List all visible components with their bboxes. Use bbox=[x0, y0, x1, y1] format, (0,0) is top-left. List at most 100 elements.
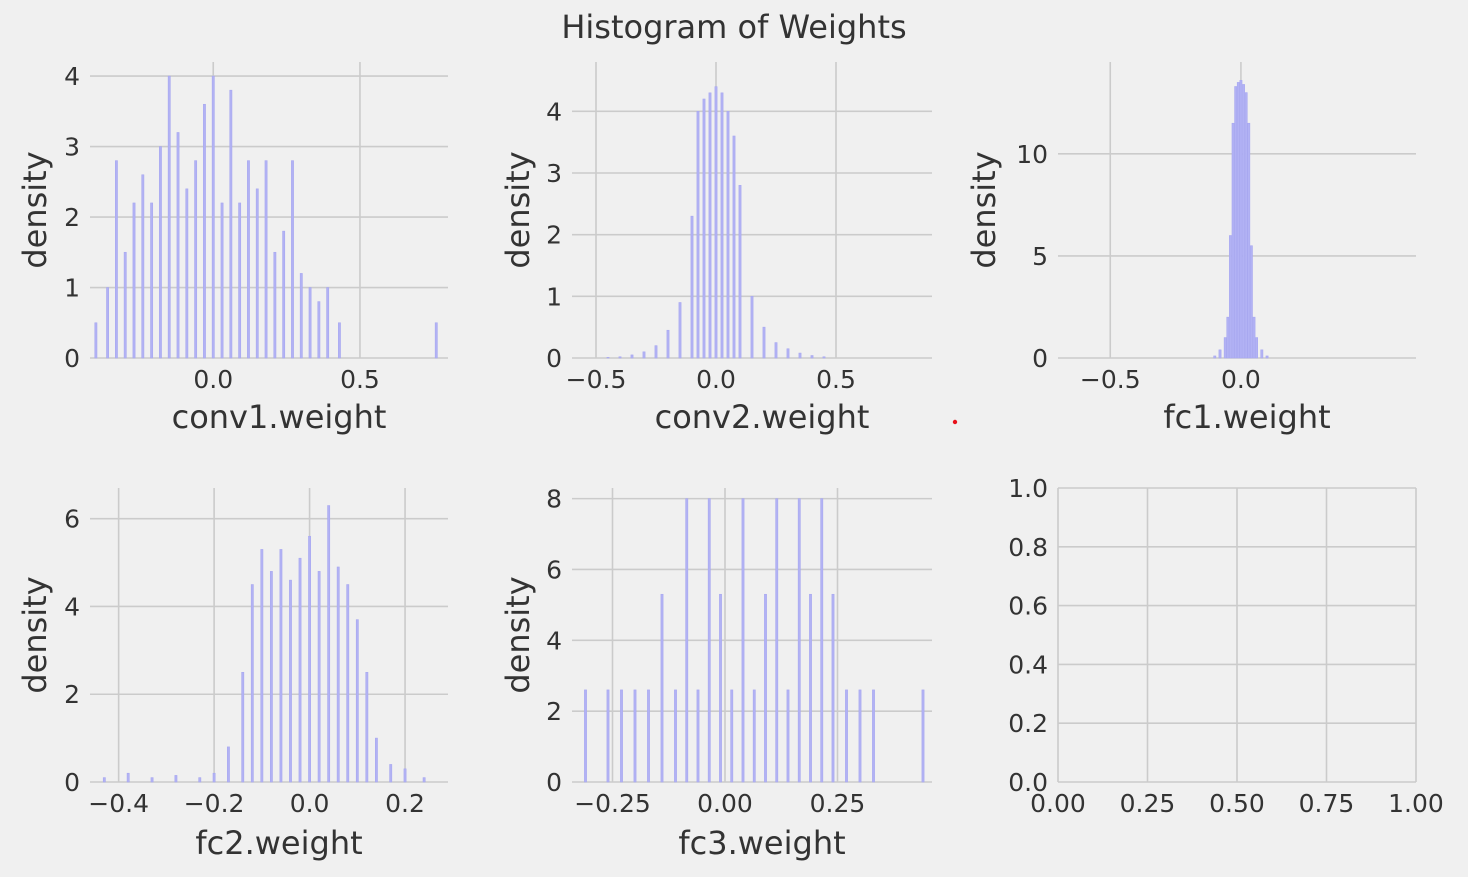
histogram-bar bbox=[346, 584, 350, 783]
y-tick-label: 1 bbox=[64, 274, 80, 303]
y-tick-label: 0 bbox=[64, 344, 80, 373]
x-tick-label: 0.0 bbox=[1221, 365, 1261, 394]
y-tick-label: 3 bbox=[546, 159, 562, 188]
histogram-bar bbox=[584, 689, 587, 783]
histogram-bar bbox=[752, 689, 756, 783]
x-tick-label: 0.25 bbox=[1120, 789, 1176, 818]
histogram-bar bbox=[365, 671, 369, 783]
histogram-bar bbox=[126, 772, 130, 783]
histogram-bar bbox=[291, 160, 294, 359]
histogram-bar bbox=[642, 351, 646, 359]
y-tick-label: 6 bbox=[546, 555, 562, 584]
histogram-bar bbox=[820, 498, 824, 783]
histogram-bar bbox=[298, 557, 302, 783]
histogram-bar bbox=[227, 746, 230, 783]
y-tick-label: 8 bbox=[546, 485, 562, 514]
x-tick-label: 0.5 bbox=[340, 365, 380, 394]
y-axis-label: density bbox=[499, 151, 537, 268]
histogram-bar bbox=[714, 86, 718, 359]
histogram-bar bbox=[338, 322, 341, 359]
x-tick-label: 0.75 bbox=[1299, 789, 1355, 818]
histogram-bar bbox=[654, 345, 658, 359]
histogram-bar bbox=[647, 689, 650, 783]
histogram-bar bbox=[403, 768, 407, 783]
histogram-bar bbox=[260, 549, 264, 783]
y-tick-label: 0 bbox=[546, 768, 562, 797]
histogram-bar bbox=[1229, 235, 1232, 359]
histogram-bar bbox=[115, 160, 118, 359]
histogram-bar bbox=[696, 111, 700, 359]
y-tick-label: 2 bbox=[546, 221, 562, 250]
histogram-bar bbox=[1252, 316, 1256, 359]
histogram-bar bbox=[308, 535, 311, 783]
y-tick-label: 4 bbox=[64, 592, 80, 621]
histogram-bar bbox=[810, 355, 814, 359]
histogram-bar bbox=[389, 764, 393, 783]
y-tick-label: 5 bbox=[1032, 242, 1048, 271]
histogram-bar bbox=[786, 348, 790, 359]
histogram-bar bbox=[167, 75, 171, 359]
histogram-bar bbox=[141, 174, 145, 359]
y-tick-label: 2 bbox=[64, 203, 80, 232]
histogram-bar bbox=[707, 498, 711, 783]
histogram-bar bbox=[1247, 122, 1251, 359]
histogram-bar bbox=[1244, 92, 1248, 359]
y-tick-label: 0.8 bbox=[1008, 533, 1048, 562]
histogram-bar bbox=[326, 287, 330, 359]
histogram-bar bbox=[708, 92, 712, 359]
histogram-bar bbox=[150, 777, 154, 783]
x-axis-label: fc3.weight bbox=[678, 824, 845, 862]
histogram-bar bbox=[434, 322, 438, 359]
histogram-bar bbox=[831, 593, 835, 783]
histogram-bar bbox=[273, 251, 277, 359]
histogram-bar bbox=[720, 92, 724, 359]
histogram-bar bbox=[238, 202, 242, 359]
x-axis-label: fc1.weight bbox=[1163, 398, 1330, 436]
histogram-bar bbox=[1255, 337, 1258, 359]
histogram-bar bbox=[174, 775, 178, 783]
histogram-bar bbox=[1223, 337, 1227, 359]
histogram-bar bbox=[1239, 80, 1243, 359]
histogram-bar bbox=[738, 185, 742, 359]
histogram-bar bbox=[666, 329, 670, 359]
x-tick-label: 0.0 bbox=[193, 365, 233, 394]
histogram-bar bbox=[106, 287, 110, 359]
histogram-bar bbox=[797, 498, 801, 783]
histogram-bar bbox=[690, 215, 694, 359]
histogram-bar bbox=[194, 160, 198, 359]
histogram-bar bbox=[255, 188, 259, 359]
histogram-bar bbox=[299, 273, 303, 359]
histogram-bar bbox=[374, 737, 378, 783]
histogram-bar bbox=[203, 103, 206, 359]
histogram-bar bbox=[289, 579, 292, 783]
histogram-bar bbox=[241, 671, 245, 783]
histogram-bar bbox=[1242, 84, 1245, 359]
histogram-bar bbox=[750, 296, 754, 359]
histogram-bar bbox=[282, 230, 286, 359]
histogram-bar bbox=[132, 202, 136, 359]
histogram-bar bbox=[774, 342, 778, 359]
x-tick-label: 0.00 bbox=[1030, 789, 1086, 818]
y-tick-label: 3 bbox=[64, 133, 80, 162]
histogram-bar bbox=[159, 146, 162, 359]
histogram-bar bbox=[327, 505, 331, 783]
histogram-bar bbox=[732, 135, 736, 359]
histogram-bar bbox=[185, 188, 189, 359]
y-axis-label: density bbox=[965, 151, 1003, 268]
histogram-bar bbox=[845, 689, 848, 783]
x-tick-label: −0.5 bbox=[566, 365, 627, 394]
x-tick-label: 0.2 bbox=[385, 789, 425, 818]
histogram-bar bbox=[1218, 349, 1222, 359]
histogram-bar bbox=[872, 689, 875, 783]
histogram-bar bbox=[247, 160, 250, 359]
y-tick-label: 2 bbox=[64, 680, 80, 709]
histogram-bar bbox=[775, 498, 779, 783]
y-tick-label: 0 bbox=[1032, 344, 1048, 373]
histogram-bar bbox=[211, 75, 215, 359]
histogram-bar bbox=[798, 352, 802, 359]
histogram-bar bbox=[678, 302, 682, 359]
x-tick-label: 0.5 bbox=[816, 365, 856, 394]
histogram-bar bbox=[1226, 316, 1230, 359]
x-tick-label: −0.4 bbox=[88, 789, 149, 818]
